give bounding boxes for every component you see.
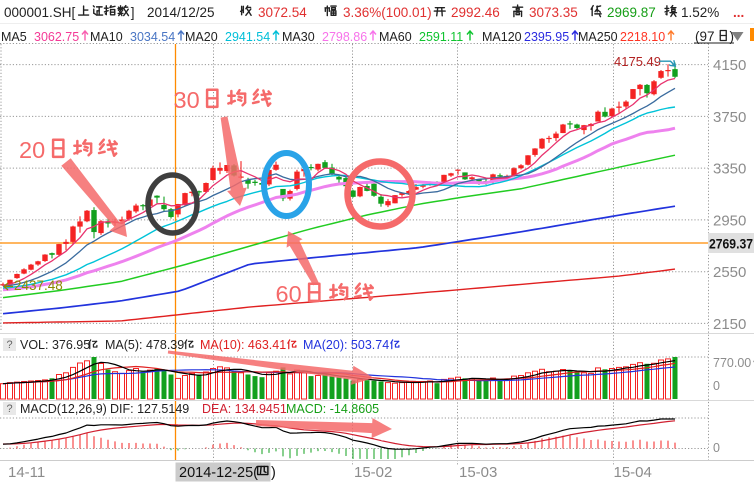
svg-text:15-03: 15-03 (459, 464, 497, 481)
svg-text:20: 20 (19, 137, 45, 163)
svg-text:2969.87: 2969.87 (607, 5, 656, 20)
svg-text:MA60: MA60 (379, 30, 412, 44)
svg-text:2014/12/25: 2014/12/25 (147, 5, 215, 20)
svg-text:VOL: 376.95: VOL: 376.95 (20, 338, 90, 352)
svg-text:?: ? (6, 339, 12, 351)
svg-text:60: 60 (276, 281, 302, 307)
svg-text:2798.86: 2798.86 (322, 30, 367, 44)
svg-text:MA(5): 478.39: MA(5): 478.39 (105, 338, 184, 352)
svg-text:MA5: MA5 (1, 30, 27, 44)
svg-text:MACD: -14.8605: MACD: -14.8605 (286, 402, 379, 416)
svg-text:(97: (97 (695, 29, 715, 44)
svg-text:000001.SH[: 000001.SH[ (4, 5, 76, 20)
svg-text:): ) (730, 29, 735, 44)
svg-text:2150: 2150 (713, 316, 746, 333)
svg-text:MACD(12,26,9): MACD(12,26,9) (20, 402, 107, 416)
svg-text:MA120: MA120 (482, 30, 522, 44)
svg-text:770.00: 770.00 (713, 356, 751, 370)
svg-text:): ) (271, 465, 276, 481)
svg-text:2591.11: 2591.11 (419, 30, 463, 44)
svg-text:...: ... (733, 5, 744, 20)
svg-text:4150: 4150 (713, 57, 746, 74)
svg-text:MA250: MA250 (578, 30, 618, 44)
svg-text:2395.95: 2395.95 (524, 30, 569, 44)
svg-text:15-04: 15-04 (614, 464, 652, 481)
svg-text:3034.54: 3034.54 (130, 30, 175, 44)
svg-text:2550: 2550 (713, 264, 746, 281)
svg-text:0: 0 (713, 441, 720, 455)
svg-text:2950: 2950 (713, 212, 746, 229)
svg-text:3072.54: 3072.54 (258, 5, 307, 20)
svg-text:2014-12-25(: 2014-12-25( (179, 465, 258, 481)
svg-text:2218.10: 2218.10 (620, 30, 665, 44)
svg-text:2769.37: 2769.37 (709, 237, 753, 252)
svg-text:MA(20): 503.74: MA(20): 503.74 (303, 338, 389, 352)
svg-text:4175.49: 4175.49 (614, 54, 661, 69)
svg-text:?: ? (6, 403, 12, 415)
svg-text:]: ] (131, 5, 135, 20)
svg-text:2437.48: 2437.48 (14, 278, 63, 293)
svg-text:MA(10): 463.41: MA(10): 463.41 (200, 338, 286, 352)
svg-text:2992.46: 2992.46 (451, 5, 500, 20)
svg-text:15-02: 15-02 (354, 464, 392, 481)
svg-text:3062.75: 3062.75 (34, 30, 79, 44)
svg-text:1.52%: 1.52% (681, 5, 719, 20)
svg-text:2941.54: 2941.54 (225, 30, 270, 44)
svg-text:MA20: MA20 (185, 30, 218, 44)
svg-text:3750: 3750 (713, 109, 746, 126)
svg-text:MA30: MA30 (282, 30, 315, 44)
svg-text:DEA: 134.9451: DEA: 134.9451 (202, 402, 287, 416)
svg-text:3.36%(100.01): 3.36%(100.01) (343, 5, 432, 20)
svg-text:DIF: 127.5149: DIF: 127.5149 (110, 402, 189, 416)
svg-text:14-11: 14-11 (8, 464, 45, 481)
svg-text:0: 0 (713, 379, 720, 393)
svg-text:3350: 3350 (713, 161, 746, 178)
svg-text:30: 30 (174, 87, 200, 113)
svg-text:MA10: MA10 (90, 30, 123, 44)
svg-text:3073.35: 3073.35 (529, 5, 578, 20)
